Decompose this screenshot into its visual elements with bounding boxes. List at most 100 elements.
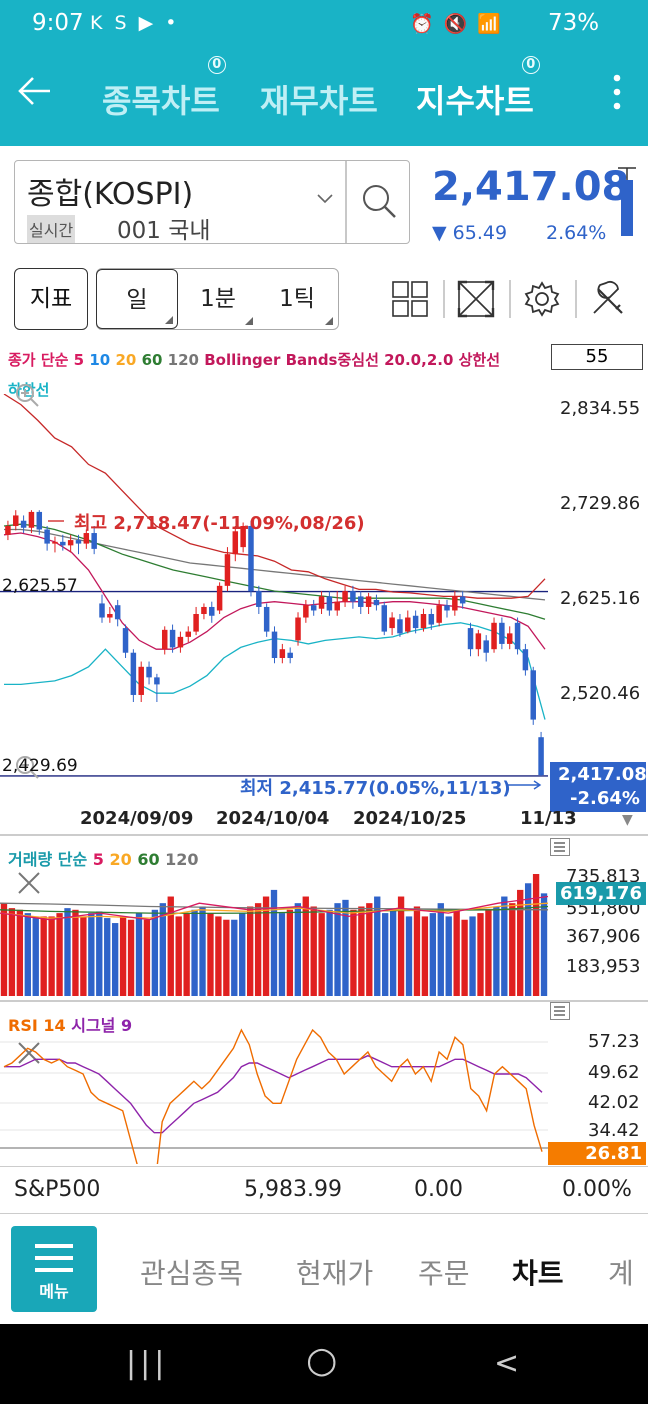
candle-body xyxy=(334,601,340,611)
candle-body xyxy=(185,631,191,637)
period-1tick-button[interactable]: 1틱 xyxy=(257,269,337,329)
collapse-arrow-icon[interactable]: ▼ xyxy=(622,812,633,828)
candle-body xyxy=(483,640,489,653)
zoom-in-icon[interactable] xyxy=(14,382,40,408)
zoom-out-icon[interactable] xyxy=(14,754,40,780)
ticker-bar[interactable]: S&P500 5,983.99 0.00 0.00% xyxy=(0,1166,648,1214)
volume-bar xyxy=(477,913,484,996)
symbol-selector[interactable]: 종합(KOSPI) 실시간 001 국내 xyxy=(14,160,410,244)
fullscreen-icon[interactable] xyxy=(456,279,496,319)
tab-financial-chart[interactable]: 재무차트 xyxy=(260,76,378,122)
candle-body xyxy=(263,606,270,632)
chevron-down-icon[interactable] xyxy=(317,189,333,208)
candle-body xyxy=(420,614,427,629)
volume-bar xyxy=(413,906,421,996)
price-chart[interactable] xyxy=(0,394,648,802)
ticker-value: 5,983.99 xyxy=(244,1177,342,1202)
candle-body xyxy=(279,649,286,658)
current-price-tag: 2,417.08 -2.64% xyxy=(550,762,647,812)
candle-body xyxy=(538,737,544,776)
legend-lower-band: 하한선 xyxy=(8,381,50,399)
settings-gear-icon[interactable] xyxy=(522,279,562,319)
candle-body xyxy=(44,529,50,544)
period-day-button[interactable]: 일 xyxy=(96,269,178,329)
period-1min-button[interactable]: 1분 xyxy=(179,269,257,329)
mini-candle-icon xyxy=(618,167,636,236)
volume-bar xyxy=(374,896,381,996)
volume-bar xyxy=(270,889,278,996)
candle-body xyxy=(5,526,11,535)
volume-bar xyxy=(127,919,135,996)
candle-body xyxy=(240,526,246,548)
tab-stock-chart[interactable]: 종목차트 0 xyxy=(102,56,226,122)
visible-count-input[interactable]: 55 xyxy=(551,344,643,370)
candle-body xyxy=(169,629,176,648)
candle-body xyxy=(491,622,497,650)
low-annotation: 최저 2,415.77(0.05%,11/13) xyxy=(240,778,511,799)
back-icon[interactable]: < xyxy=(494,1346,520,1381)
candle-body xyxy=(161,629,168,650)
y-tick-label: 2,625.16 xyxy=(560,588,641,609)
volume-legend-ma-120: 120 xyxy=(165,850,199,869)
recents-icon[interactable]: ||| xyxy=(126,1346,169,1381)
panel-menu-icon[interactable] xyxy=(550,838,570,856)
candle-body xyxy=(405,617,411,632)
candle-body xyxy=(224,554,231,586)
volume-bar xyxy=(199,906,206,996)
candle-body xyxy=(342,591,348,602)
nav-current-price[interactable]: 현재가 xyxy=(296,1257,374,1290)
volume-bar xyxy=(294,903,301,996)
volume-bar xyxy=(80,916,87,996)
candle-body xyxy=(444,605,450,611)
period-selector: 일 1분 1틱 xyxy=(96,268,339,330)
x-tick-label: 11/13 xyxy=(520,808,577,829)
back-arrow-icon[interactable] xyxy=(16,72,54,117)
home-icon[interactable]: ○ xyxy=(306,1340,338,1381)
candle-body xyxy=(350,591,356,602)
rsi-chart[interactable] xyxy=(0,1002,648,1164)
rsi-line xyxy=(3,1028,543,1164)
nav-chart[interactable]: 차트 xyxy=(512,1257,564,1290)
legend-ma-60: 60 xyxy=(141,351,163,369)
nav-watchlist[interactable]: 관심종목 xyxy=(140,1257,244,1290)
volume-bar xyxy=(342,899,349,996)
tools-wrench-icon[interactable] xyxy=(588,279,628,319)
volume-bar xyxy=(183,913,190,996)
volume-chart[interactable] xyxy=(0,836,648,998)
rsi-current-tag: 26.81 xyxy=(548,1142,646,1165)
candle-body xyxy=(522,649,529,671)
rsi-legend-rsi: RSI 14 xyxy=(8,1016,66,1035)
menu-button[interactable]: 메뉴 xyxy=(11,1226,97,1312)
search-icon[interactable] xyxy=(359,181,399,221)
volume-bar xyxy=(135,913,143,996)
legend-ma-10: 10 xyxy=(89,351,111,369)
volume-bar xyxy=(151,909,159,996)
volume-bar xyxy=(143,919,151,996)
indicator-button[interactable]: 지표 xyxy=(14,268,88,330)
ticker-name: S&P500 xyxy=(14,1177,101,1202)
candle-body xyxy=(232,531,239,555)
volume-tick-label: 735,813 xyxy=(566,866,641,887)
candle-body xyxy=(326,596,333,611)
tab-index-chart[interactable]: 지수차트 0 xyxy=(416,56,540,122)
candle-body xyxy=(13,515,19,526)
kebab-menu-icon[interactable] xyxy=(610,72,624,112)
candle-body xyxy=(428,614,435,625)
close-panel-icon[interactable] xyxy=(16,870,42,903)
x-tick-label: 2024/10/04 xyxy=(216,808,330,829)
volume-bar xyxy=(524,883,532,996)
panel-menu-icon[interactable] xyxy=(550,1002,570,1020)
volume-bar xyxy=(111,923,119,996)
candle-body xyxy=(373,599,380,606)
nav-order[interactable]: 주문 xyxy=(418,1257,470,1290)
candle-body xyxy=(52,541,58,544)
candle-body xyxy=(36,511,43,530)
volume-bar xyxy=(119,916,127,996)
candle-body xyxy=(256,591,262,607)
volume-bar xyxy=(326,909,333,996)
layout-grid-icon[interactable] xyxy=(390,279,430,319)
volume-bar xyxy=(247,906,254,996)
candle-body xyxy=(248,526,254,592)
nav-account[interactable]: 계 xyxy=(608,1257,634,1290)
volume-bar xyxy=(64,908,71,996)
